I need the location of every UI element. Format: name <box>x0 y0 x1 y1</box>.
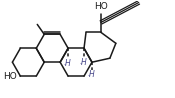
Text: H: H <box>81 58 87 67</box>
Text: ..: .. <box>63 61 67 66</box>
Text: HO: HO <box>94 2 108 11</box>
Text: ..: .. <box>87 72 91 77</box>
Text: ..: .. <box>79 60 83 65</box>
Text: H: H <box>65 59 71 68</box>
Text: HO: HO <box>4 72 17 81</box>
Text: H: H <box>89 70 95 79</box>
